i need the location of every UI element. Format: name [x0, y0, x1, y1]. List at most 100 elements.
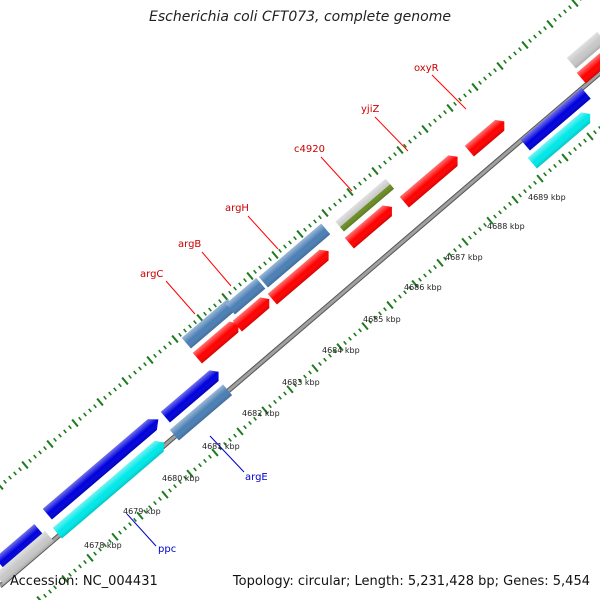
- major-tick: [386, 300, 394, 310]
- gene-label-argc[interactable]: argC: [140, 269, 196, 315]
- oxyr-gene-feature[interactable]: [464, 116, 509, 157]
- minor-tick: [573, 147, 577, 152]
- minor-tick: [508, 55, 512, 60]
- gene-feature-red-4[interactable]: [344, 202, 397, 249]
- gene-feature-red-2[interactable]: [232, 294, 274, 332]
- svg-text:yjiZ: yjiZ: [361, 104, 379, 115]
- minor-tick: [548, 168, 552, 173]
- minor-tick: [438, 114, 442, 119]
- minor-tick: [403, 290, 407, 295]
- gene-feature-grey[interactable]: [0, 531, 55, 585]
- minor-tick: [93, 404, 97, 409]
- major-tick: [121, 376, 129, 386]
- argb-gene-feature[interactable]: [225, 277, 266, 315]
- minor-tick: [323, 357, 327, 362]
- major-tick: [246, 271, 254, 281]
- minor-tick: [123, 526, 127, 531]
- minor-tick: [138, 366, 142, 371]
- minor-tick: [283, 244, 287, 249]
- yjiz-gene-feature[interactable]: [399, 151, 462, 208]
- minor-tick: [158, 349, 162, 354]
- minor-tick: [358, 181, 362, 186]
- minor-tick: [328, 353, 332, 358]
- gene-feature-blue[interactable]: [0, 524, 44, 569]
- minor-tick: [533, 34, 537, 39]
- minor-tick: [443, 110, 447, 115]
- major-tick: [96, 397, 104, 407]
- minor-tick: [183, 475, 187, 480]
- ppc-gene-feature[interactable]: [42, 414, 163, 520]
- minor-tick: [243, 278, 247, 283]
- minor-tick: [198, 463, 202, 468]
- arge-gene-feature-a[interactable]: [160, 366, 223, 423]
- gene-feature-red-1[interactable]: [192, 318, 243, 364]
- minor-tick: [443, 256, 447, 261]
- minor-tick: [68, 425, 72, 430]
- minor-tick: [133, 517, 137, 522]
- argh-gene-feature[interactable]: [258, 223, 331, 288]
- major-tick: [321, 208, 329, 218]
- kbp-label: 4687 kbp: [445, 253, 483, 262]
- minor-tick: [178, 479, 182, 485]
- minor-tick: [538, 30, 542, 35]
- minor-tick: [18, 467, 22, 472]
- major-tick: [221, 292, 229, 302]
- minor-tick: [478, 227, 482, 232]
- argc-gene-feature[interactable]: [181, 298, 237, 349]
- minor-tick: [593, 130, 597, 135]
- minor-tick: [333, 349, 337, 354]
- gene-label-c4920[interactable]: c4920: [294, 144, 353, 192]
- gene-label-yjiz[interactable]: yjiZ: [361, 104, 409, 152]
- inner-tick-track: [36, 125, 600, 600]
- c4920-gene-feature[interactable]: [335, 178, 395, 232]
- minor-tick: [368, 173, 372, 178]
- minor-tick: [13, 471, 17, 476]
- minor-tick: [518, 47, 522, 52]
- minor-tick: [368, 319, 372, 324]
- gene-label-arge[interactable]: argE: [209, 435, 268, 483]
- gene-feature-grey-upper[interactable]: [566, 31, 600, 69]
- minor-tick: [168, 341, 172, 346]
- minor-tick: [93, 551, 97, 556]
- minor-tick: [253, 416, 257, 421]
- gene-feature-cyan[interactable]: [52, 437, 169, 539]
- minor-tick: [373, 315, 377, 320]
- minor-tick: [358, 328, 362, 333]
- major-tick: [236, 427, 244, 436]
- minor-tick: [453, 101, 457, 106]
- minor-tick: [128, 374, 132, 379]
- minor-tick: [528, 38, 532, 43]
- arge-gene-feature[interactable]: [169, 384, 233, 441]
- minor-tick: [258, 412, 262, 417]
- gene-feature-cyan-upper[interactable]: [527, 109, 595, 169]
- kbp-label: 4682 kbp: [242, 409, 280, 418]
- minor-tick: [383, 307, 387, 312]
- minor-tick: [28, 458, 32, 463]
- major-tick: [471, 82, 479, 92]
- minor-tick: [398, 294, 402, 299]
- minor-tick: [103, 543, 107, 548]
- major-tick: [261, 406, 269, 415]
- gene-label-oxyr[interactable]: oxyR: [414, 63, 467, 110]
- major-tick: [511, 195, 519, 204]
- major-tick: [136, 511, 144, 520]
- minor-tick: [8, 475, 12, 480]
- gene-feature-red-3[interactable]: [267, 246, 333, 305]
- minor-tick: [338, 198, 342, 203]
- minor-tick: [378, 311, 382, 316]
- minor-tick: [413, 135, 417, 140]
- gene-label-argb[interactable]: argB: [178, 239, 232, 287]
- minor-tick: [233, 433, 237, 438]
- minor-tick: [463, 93, 467, 98]
- gene-label-argh[interactable]: argH: [225, 203, 279, 250]
- minor-tick: [283, 391, 287, 396]
- minor-tick: [58, 433, 62, 438]
- gene-feature-blue-upper[interactable]: [520, 87, 591, 151]
- major-tick: [521, 40, 529, 50]
- minor-tick: [433, 265, 437, 270]
- gene-label-ppc[interactable]: ppc: [126, 513, 176, 555]
- svg-text:argB: argB: [178, 239, 201, 250]
- gene-feature-red-upper[interactable]: [576, 53, 600, 84]
- major-tick: [436, 258, 444, 267]
